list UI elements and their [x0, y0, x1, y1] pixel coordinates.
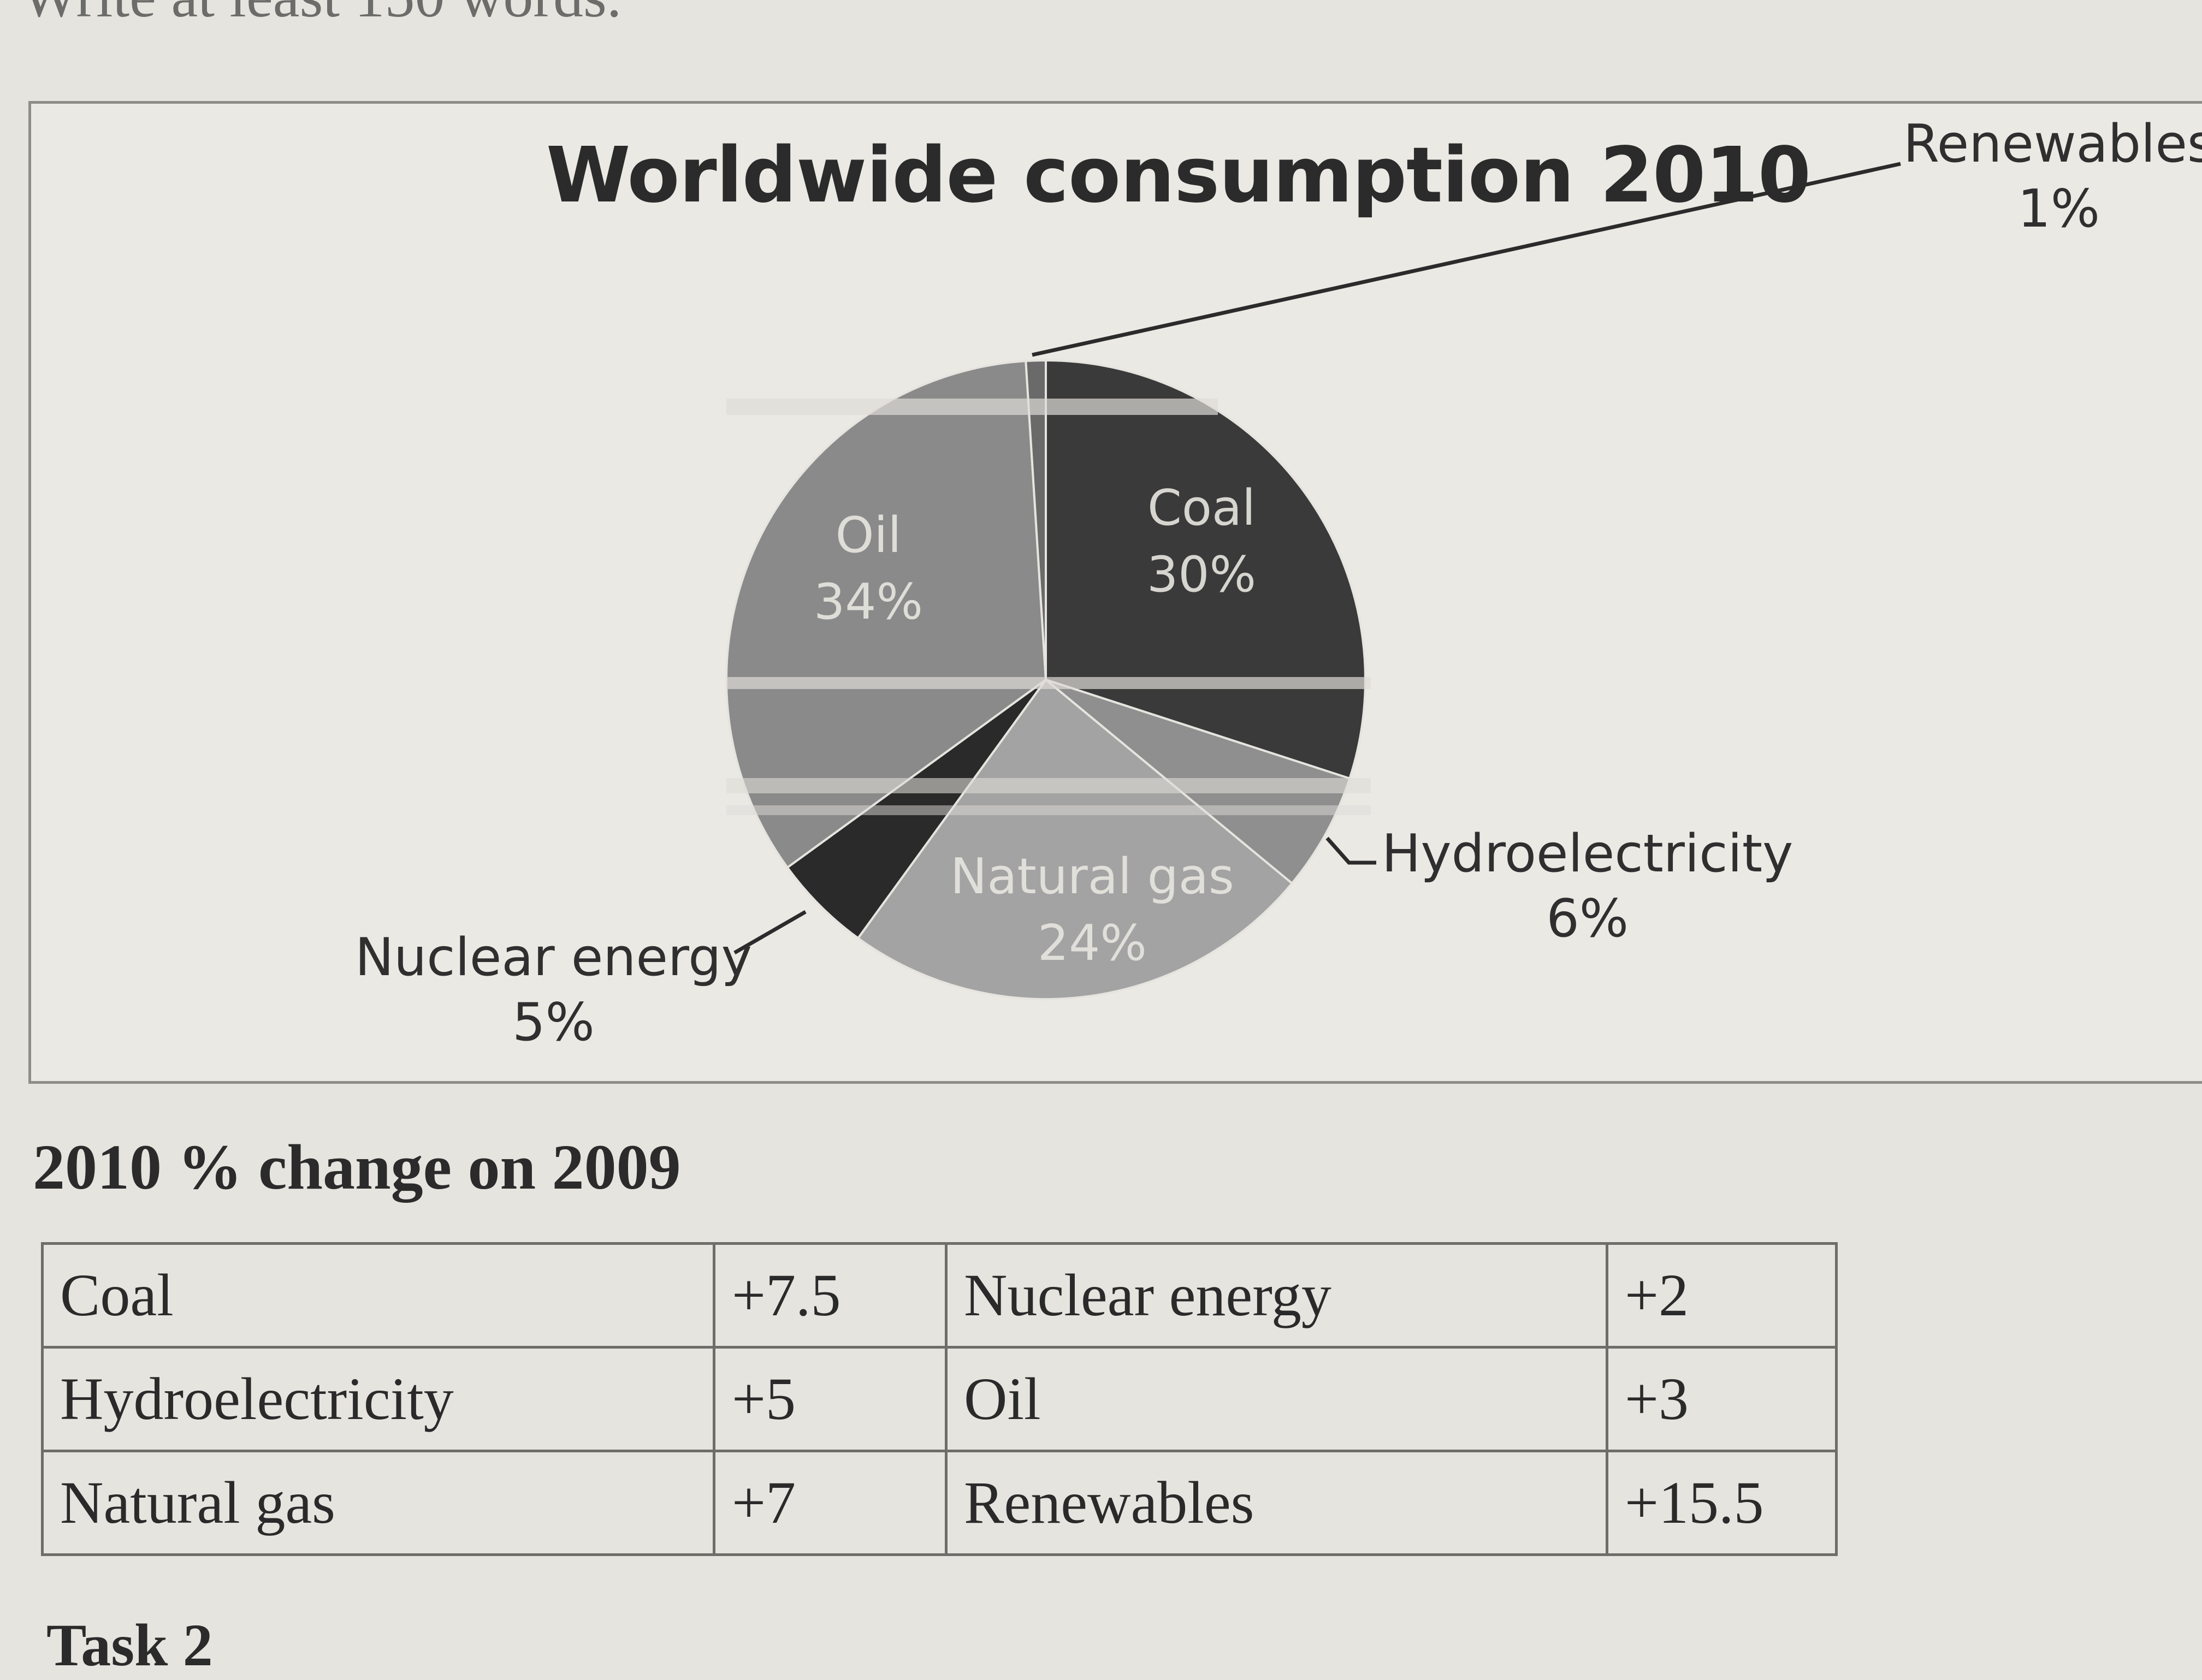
change-table: Coal +7.5 Nuclear energy +2 Hydroelectri…	[41, 1242, 1838, 1556]
renewables-callout: Renewables 1%	[1903, 112, 2202, 242]
hydro-callout: Hydroelectricity 6%	[1382, 822, 1793, 952]
table-cell-name: Renewables	[945, 1450, 1608, 1556]
table-row: Hydroelectricity +5 Oil +3	[41, 1346, 1838, 1452]
table-heading: 2010 % change on 2009	[33, 1131, 681, 1203]
table-cell-name: Coal	[41, 1242, 715, 1349]
hydro-name: Hydroelectricity	[1382, 824, 1793, 884]
natural-gas-name: Natural gas	[950, 848, 1234, 905]
natural-gas-slice-label: Natural gas 24%	[950, 844, 1234, 976]
renewables-value: 1%	[2017, 179, 2100, 239]
coal-name: Coal	[1147, 479, 1256, 537]
renewables-name: Renewables	[1903, 114, 2202, 174]
nuclear-callout: Nuclear energy 5%	[355, 925, 752, 1055]
table-row: Natural gas +7 Renewables +15.5	[41, 1450, 1838, 1556]
table-cell-value: +7	[713, 1450, 948, 1556]
table-cell-name: Hydroelectricity	[41, 1346, 715, 1452]
table-cell-name: Nuclear energy	[945, 1242, 1608, 1349]
table-cell-name: Natural gas	[41, 1450, 715, 1556]
nuclear-value: 5%	[512, 992, 595, 1053]
table-cell-value: +15.5	[1606, 1450, 1838, 1556]
pie-slice-coal	[1045, 359, 1366, 780]
table-cell-value: +5	[713, 1346, 948, 1452]
coal-slice-label: Coal 30%	[1147, 475, 1256, 608]
task-heading: Task 2	[46, 1612, 213, 1678]
chart-title: Worldwide consumption 2010	[546, 131, 1811, 220]
pie-slice-renewables	[1025, 359, 1047, 680]
natural-gas-value: 24%	[1037, 914, 1147, 972]
pie-slice-natural-gas	[856, 678, 1294, 1000]
table-cell-value: +2	[1606, 1242, 1838, 1349]
table-cell-name: Oil	[945, 1346, 1608, 1452]
renewables-leader-line	[1032, 162, 1901, 357]
oil-value: 34%	[814, 573, 924, 631]
oil-slice-label: Oil 34%	[814, 502, 923, 635]
table-cell-value: +7.5	[713, 1242, 948, 1349]
hydro-value: 6%	[1546, 888, 1629, 949]
coal-value: 30%	[1147, 545, 1257, 603]
table-cell-value: +3	[1606, 1346, 1838, 1452]
nuclear-leader-line	[733, 910, 807, 955]
hydro-leader-line	[1325, 836, 1376, 865]
table-row: Coal +7.5 Nuclear energy +2	[41, 1242, 1838, 1349]
nuclear-name: Nuclear energy	[355, 928, 752, 988]
oil-name: Oil	[835, 507, 902, 564]
page-instruction-text: Write at least 150 words.	[22, 0, 621, 31]
